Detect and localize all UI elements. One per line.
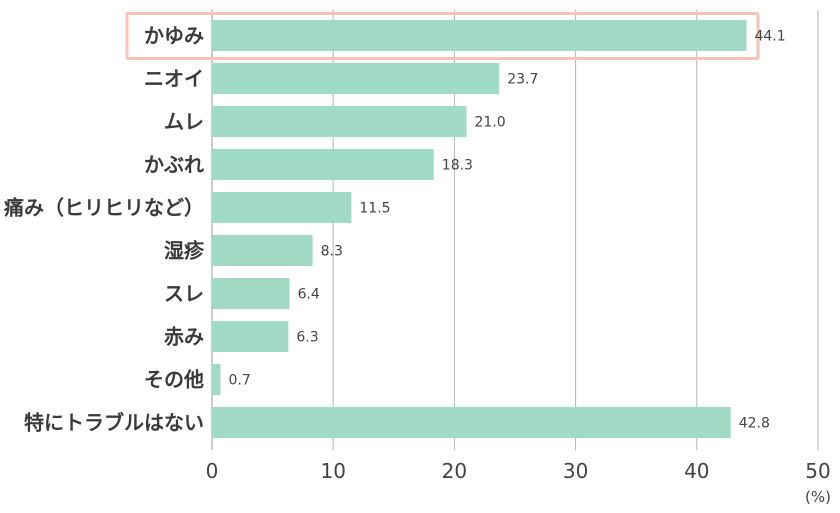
x-tick-label: 0 bbox=[206, 459, 219, 483]
highlight-layer bbox=[125, 12, 760, 60]
x-tick-label: 30 bbox=[563, 459, 588, 483]
highlight-box bbox=[125, 12, 760, 60]
bar bbox=[212, 364, 221, 395]
bar bbox=[212, 235, 313, 266]
category-label: ニオイ bbox=[144, 67, 204, 91]
bar bbox=[212, 278, 290, 309]
value-label: 6.4 bbox=[298, 287, 320, 303]
value-label: 21.0 bbox=[475, 115, 506, 131]
category-label: その他 bbox=[144, 368, 204, 392]
bar bbox=[212, 106, 467, 137]
bar bbox=[212, 63, 500, 94]
value-labels: 44.1 23.7 21.0 18.3 11.5 8.3 6.4 6.3 0.7 42.8 bbox=[228, 29, 785, 432]
x-tick-label: 20 bbox=[442, 459, 467, 483]
value-label: 23.7 bbox=[507, 72, 538, 88]
x-axis-unit-label: (%) bbox=[805, 488, 831, 506]
bar bbox=[212, 192, 352, 223]
bar bbox=[212, 20, 747, 51]
value-label: 44.1 bbox=[754, 29, 785, 45]
category-label: 痛み（ヒリヒリなど） bbox=[4, 196, 204, 220]
bars bbox=[212, 20, 747, 438]
value-label: 6.3 bbox=[296, 330, 318, 346]
x-tick-label: 10 bbox=[320, 459, 345, 483]
category-label: スレ bbox=[164, 282, 204, 306]
value-label: 0.7 bbox=[228, 373, 250, 389]
value-label: 8.3 bbox=[321, 244, 343, 260]
value-label: 18.3 bbox=[442, 158, 473, 174]
category-label: 赤み bbox=[164, 325, 204, 349]
x-tick-label: 50 bbox=[805, 459, 830, 483]
value-label: 11.5 bbox=[359, 201, 390, 217]
category-label: かぶれ bbox=[144, 153, 204, 177]
x-tick-label: 40 bbox=[684, 459, 709, 483]
category-label: かゆみ bbox=[144, 24, 204, 48]
value-label: 42.8 bbox=[739, 416, 770, 432]
bar bbox=[212, 407, 731, 438]
category-label: ムレ bbox=[164, 110, 204, 134]
bar bbox=[212, 321, 289, 352]
category-label: 湿疹 bbox=[164, 239, 205, 263]
x-axis-ticks: 0 10 20 30 40 50 bbox=[206, 459, 831, 483]
category-label: 特にトラブルはない bbox=[24, 411, 204, 435]
bar bbox=[212, 149, 434, 180]
